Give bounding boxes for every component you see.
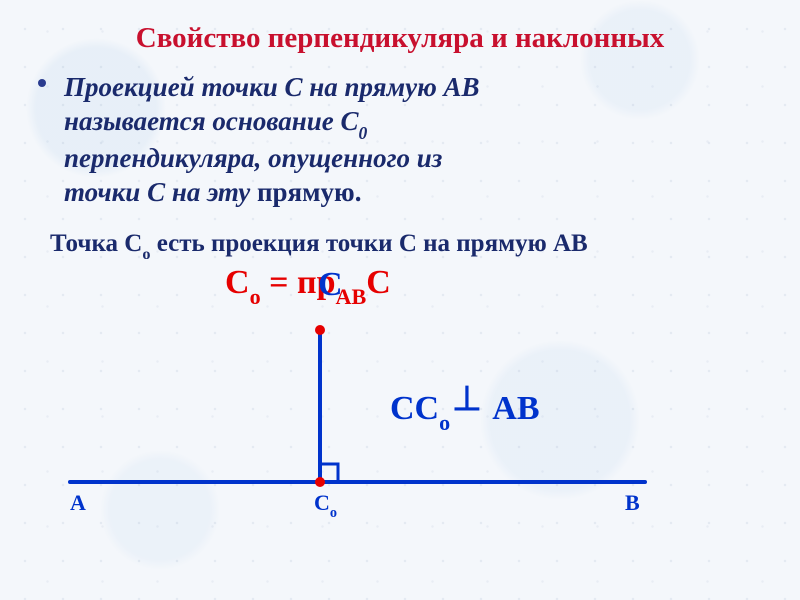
definition-line2-sub: 0: [359, 123, 368, 143]
formula-row: Cо = прАВC С: [0, 262, 800, 310]
definition-line3: перпендикуляра, опущенного из: [64, 143, 442, 173]
formula-equals: =: [261, 264, 297, 301]
label-C0: Cо: [314, 490, 337, 520]
proj-part2: есть проекция точки С на прямую АВ: [150, 230, 587, 257]
bullet-icon: [38, 79, 46, 87]
definition-line4-prefix: точки C на эту: [64, 177, 257, 207]
geometry-diagram: CCо⊥ AB A B Cо: [0, 310, 800, 540]
perp-symbol-icon: ⊥: [450, 379, 484, 419]
perp-AB: AB: [484, 390, 540, 427]
definition-block: Проекцией точки C на прямую AB называетс…: [0, 55, 800, 210]
slide-title: Свойство перпендикуляра и наклонных: [0, 0, 800, 55]
formula-C-left-sub: о: [250, 284, 261, 309]
formula-C-left: C: [225, 264, 250, 301]
definition-line1: Проекцией точки C на прямую AB: [64, 72, 480, 102]
definition-line2-prefix: называется основание C: [64, 106, 359, 136]
perp-statement: CCо⊥ AB: [390, 388, 540, 433]
formula-C-right: C: [366, 264, 391, 301]
proj-part1: Точка C: [50, 230, 142, 257]
formula-overlay-C: С: [318, 266, 343, 304]
perp-CC: CC: [390, 390, 439, 427]
projection-statement: Точка Cо есть проекция точки С на прямую…: [0, 210, 800, 262]
label-A: A: [70, 490, 86, 516]
perp-CC-sub: о: [439, 410, 450, 435]
label-B: B: [625, 490, 640, 516]
definition-line4-rest: прямую.: [257, 177, 361, 207]
proj-sub1: о: [142, 245, 150, 263]
formula-main: Cо = прАВC: [225, 264, 391, 307]
